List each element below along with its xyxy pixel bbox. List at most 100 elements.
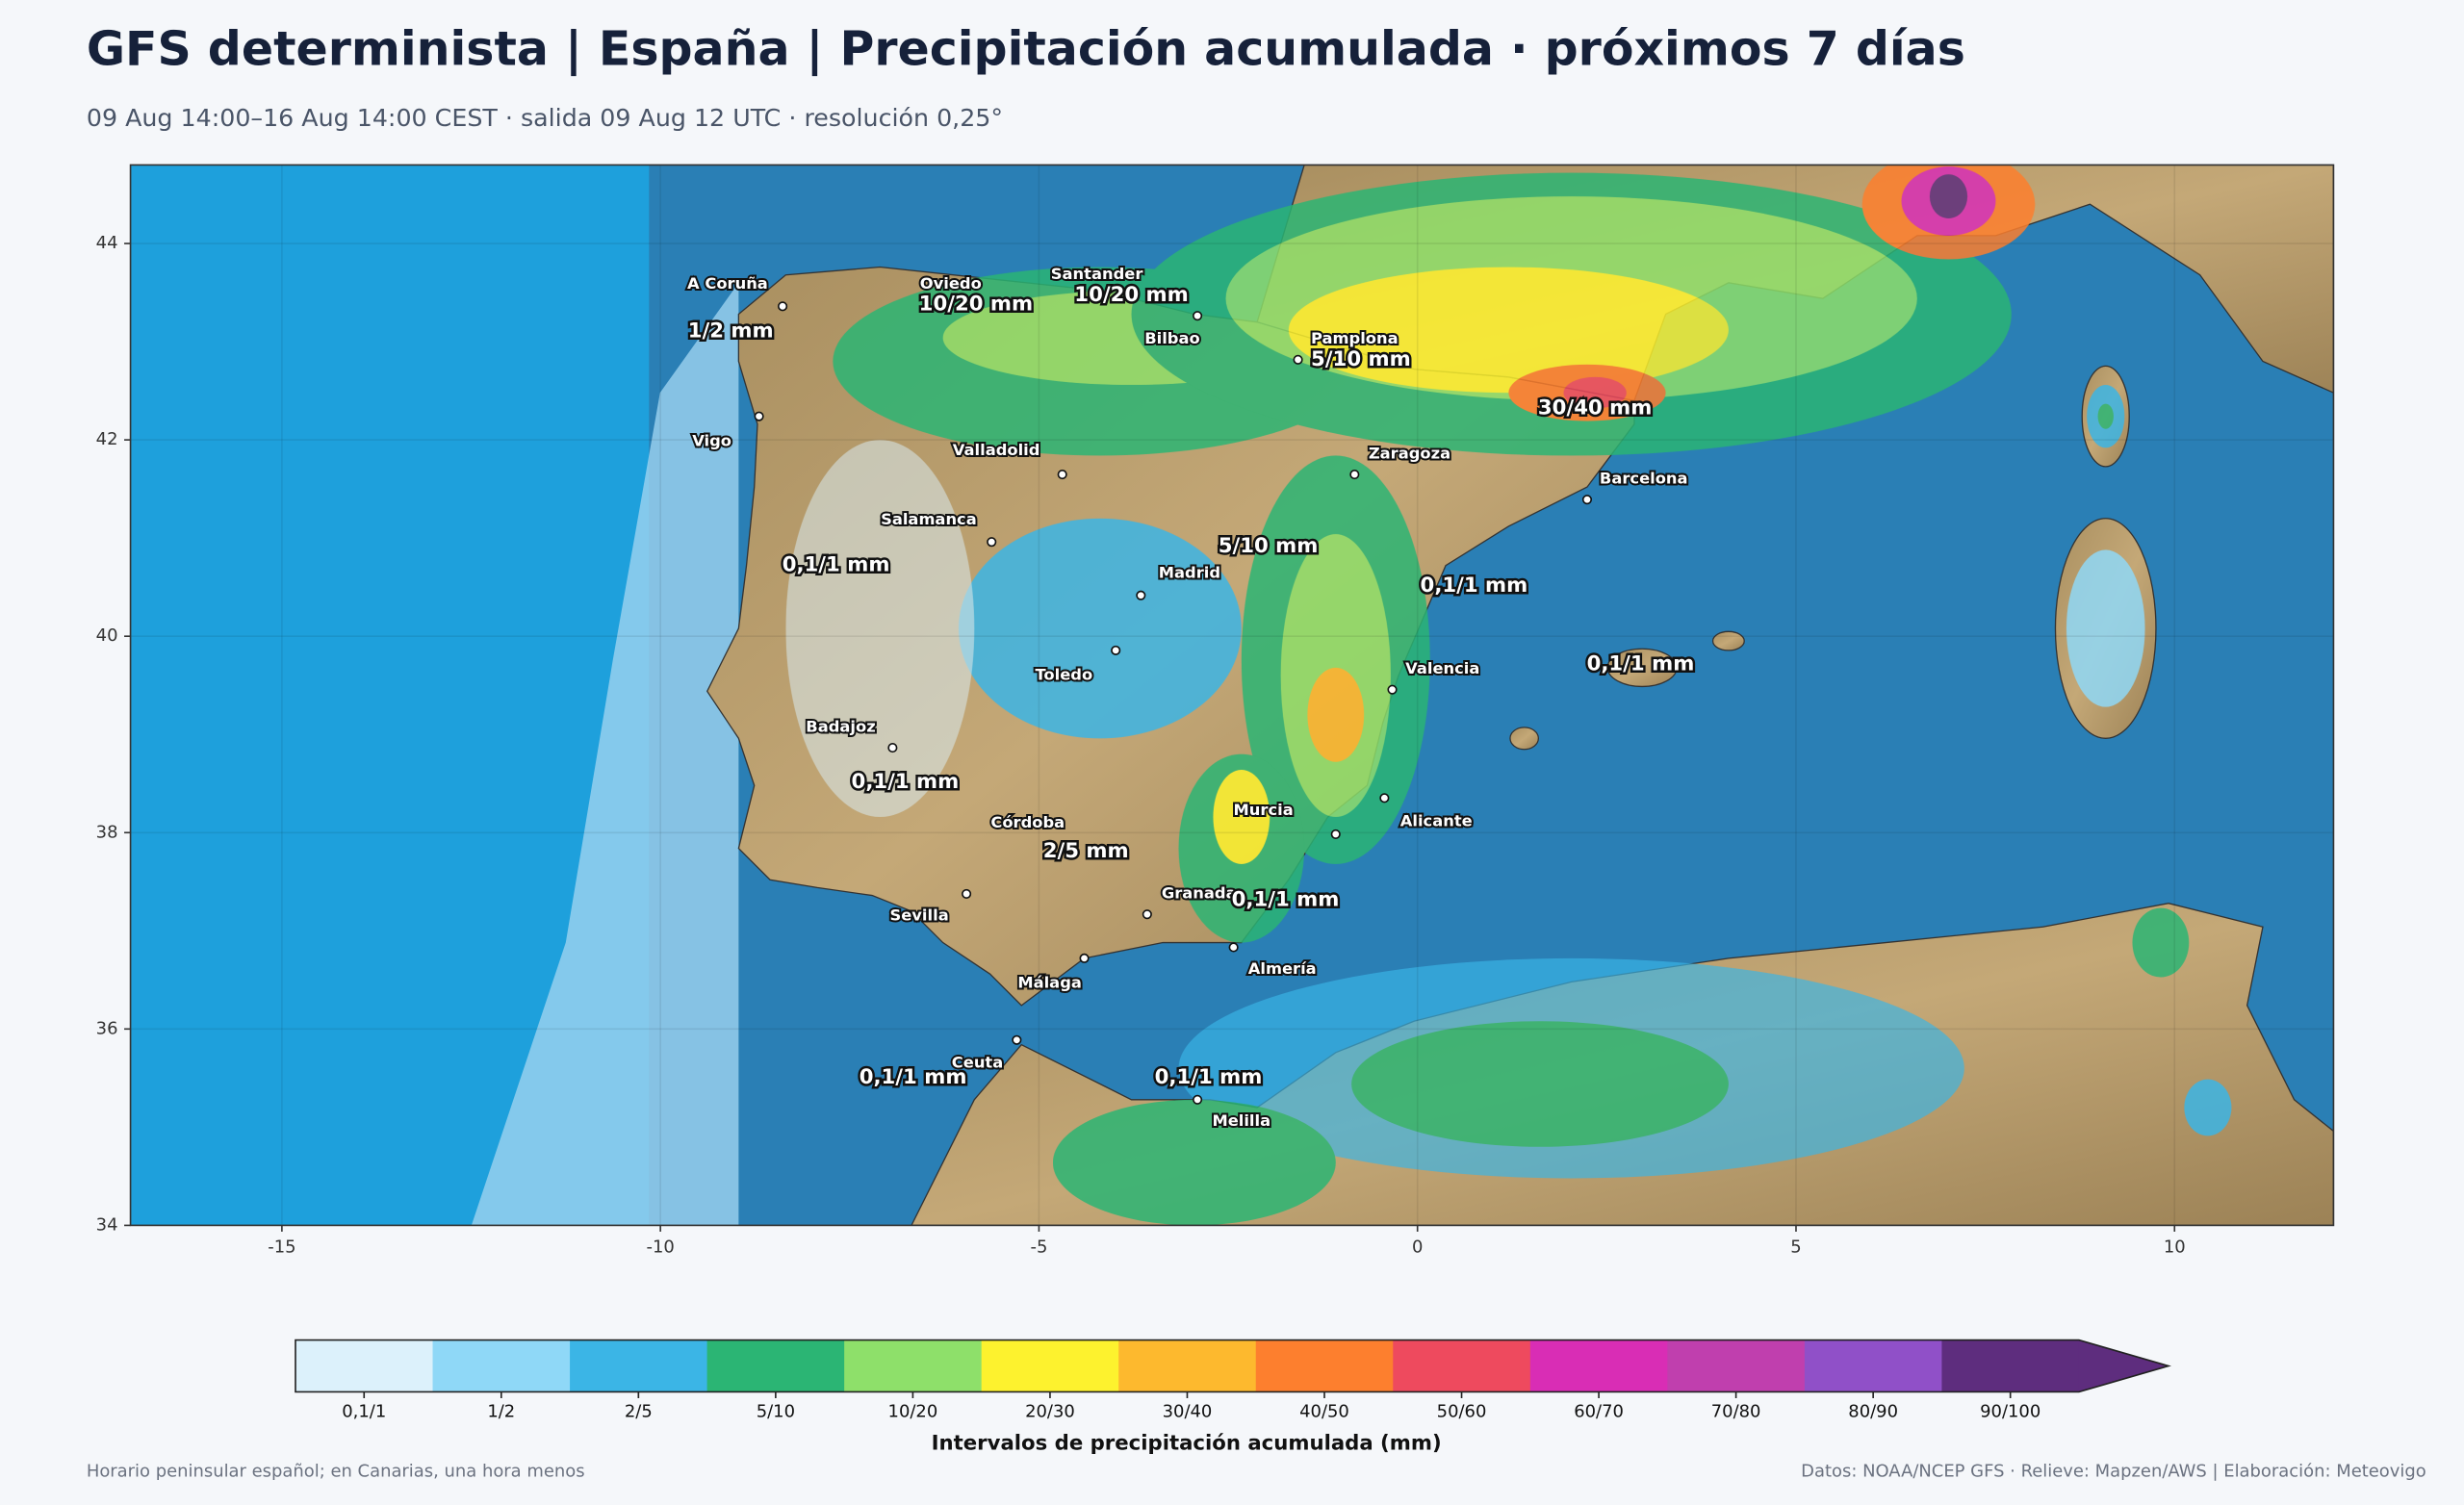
city-dot	[1012, 1034, 1022, 1045]
city-dot	[987, 537, 997, 548]
city-label: Valladolid	[953, 441, 1040, 459]
colorbar-label: 50/60	[1437, 1402, 1487, 1422]
colorbar-label: 30/40	[1163, 1402, 1213, 1422]
colorbar-label: 60/70	[1574, 1402, 1624, 1422]
colorbar-swatch	[570, 1339, 708, 1392]
city-dot	[962, 888, 972, 899]
city-label: Málaga	[1017, 973, 1082, 991]
city-label: Sevilla	[890, 906, 949, 924]
title: GFS determinista | España | Precipitació…	[87, 21, 1965, 76]
city-label: Oviedo	[920, 274, 982, 293]
y-tick-label: 40	[96, 625, 118, 646]
amount-label: 0,1/1 mm	[852, 770, 960, 794]
subtitle: 09 Aug 14:00–16 Aug 14:00 CEST · salida …	[87, 104, 1003, 132]
colorbar-label: 10/20	[888, 1402, 938, 1422]
colorbar-swatch	[1667, 1339, 1806, 1392]
city-label: Badajoz	[806, 717, 875, 735]
amount-label: 0,1/1 mm	[1155, 1065, 1263, 1089]
amount-label: 0,1/1 mm	[783, 553, 890, 577]
amount-label: 0,1/1 mm	[860, 1065, 967, 1089]
x-tick-label: 5	[1790, 1237, 1801, 1257]
city-dot	[1349, 469, 1360, 480]
colorbar-label: 1/2	[487, 1402, 515, 1422]
y-tick-label: 44	[96, 233, 118, 253]
colorbar-outline	[295, 1339, 2171, 1393]
colorbar-swatch	[295, 1339, 434, 1392]
city-label: Pamplona	[1311, 329, 1399, 347]
city-label: Murcia	[1234, 801, 1294, 819]
city-dot	[1293, 354, 1303, 365]
amount-label: 30/40 mm	[1538, 395, 1652, 420]
shade	[471, 282, 739, 1226]
city-label: Toledo	[1035, 666, 1092, 684]
city-dot	[778, 301, 788, 312]
x-tick-label: -5	[1030, 1237, 1047, 1257]
city-dot	[1228, 942, 1239, 953]
city-label: Salamanca	[881, 510, 977, 528]
amount-label: 0,1/1 mm	[1587, 652, 1695, 676]
colorbar-swatch	[706, 1339, 845, 1392]
menorca	[1711, 630, 1745, 651]
colorbar-label: 80/90	[1848, 1402, 1898, 1422]
precip	[785, 165, 2232, 1226]
colorbar-swatch	[981, 1339, 1120, 1392]
city-label: Melilla	[1212, 1111, 1270, 1130]
city-label: Granada	[1162, 883, 1237, 902]
colorbar-label: 90/100	[1980, 1402, 2040, 1422]
colorbar-title: Intervalos de precipitación acumulada (m…	[932, 1431, 1442, 1455]
city-dot	[1142, 909, 1152, 920]
colorbar-swatch	[1941, 1339, 2080, 1392]
city-label: Madrid	[1159, 563, 1220, 581]
colorbar-label: 20/30	[1025, 1402, 1075, 1422]
colorbar-swatch	[1529, 1339, 1669, 1392]
city-label: Alicante	[1400, 811, 1473, 829]
city-dot	[1193, 1094, 1203, 1105]
colorbar-label: 2/5	[625, 1402, 653, 1422]
city-label: Zaragoza	[1369, 444, 1450, 462]
city-label: Almería	[1248, 959, 1317, 978]
colorbar-swatch	[1255, 1339, 1395, 1392]
y-tick-label: 38	[96, 822, 118, 842]
mallorca	[1606, 648, 1678, 688]
amount-label: 1/2 mm	[688, 319, 774, 343]
city-dot	[1387, 684, 1398, 695]
city-dot	[1379, 793, 1390, 804]
colorbar-swatch	[844, 1339, 983, 1392]
city-label: Santander	[1051, 265, 1143, 283]
ibiza	[1509, 727, 1540, 751]
grid	[130, 165, 2334, 1226]
colorbar-swatch	[1118, 1339, 1257, 1392]
city-dot	[1136, 590, 1146, 600]
y-tick-label: 34	[96, 1214, 118, 1235]
city-label: A Coruña	[687, 274, 768, 293]
city-dot	[1111, 645, 1121, 655]
city-dot	[1581, 495, 1593, 505]
colorbar-label: 70/80	[1711, 1402, 1761, 1422]
colorbar-swatch	[432, 1339, 571, 1392]
footer-right: Datos: NOAA/NCEP GFS · Relieve: Mapzen/A…	[1801, 1462, 2426, 1482]
amount-label: 0,1/1 mm	[1421, 574, 1528, 598]
amount-label: 0,1/1 mm	[1232, 887, 1340, 911]
city-dot	[887, 743, 898, 753]
amount-label: 2/5 mm	[1043, 839, 1129, 863]
city-label: Vigo	[692, 431, 732, 449]
map-frame	[129, 164, 2335, 1227]
city-label: Córdoba	[990, 813, 1065, 831]
city-label: Bilbao	[1144, 329, 1200, 347]
labels: A Coruña Oviedo Santander Bilbao Pamplona Vig…	[685, 263, 1697, 1132]
city-dot	[1057, 469, 1067, 480]
city-dot	[1193, 311, 1203, 321]
city-dot	[1330, 829, 1341, 839]
colorbar-label: 40/50	[1299, 1402, 1349, 1422]
colorbar-swatch	[1804, 1339, 1943, 1392]
map: A Coruña Oviedo Santander Bilbao Pamplona Vig…	[130, 165, 2334, 1226]
x-tick-label: -10	[646, 1237, 674, 1257]
colorbar-label: 5/10	[757, 1402, 795, 1422]
y-tick-label: 36	[96, 1018, 118, 1038]
colorbar-label: 0,1/1	[342, 1402, 386, 1422]
city-dot	[1079, 953, 1090, 963]
colorbar: 0,1/1 1/2 2/5 5/10 10/20 20/30 30/40 40/50 50/60…	[295, 1339, 2171, 1422]
city-dot	[754, 411, 764, 421]
